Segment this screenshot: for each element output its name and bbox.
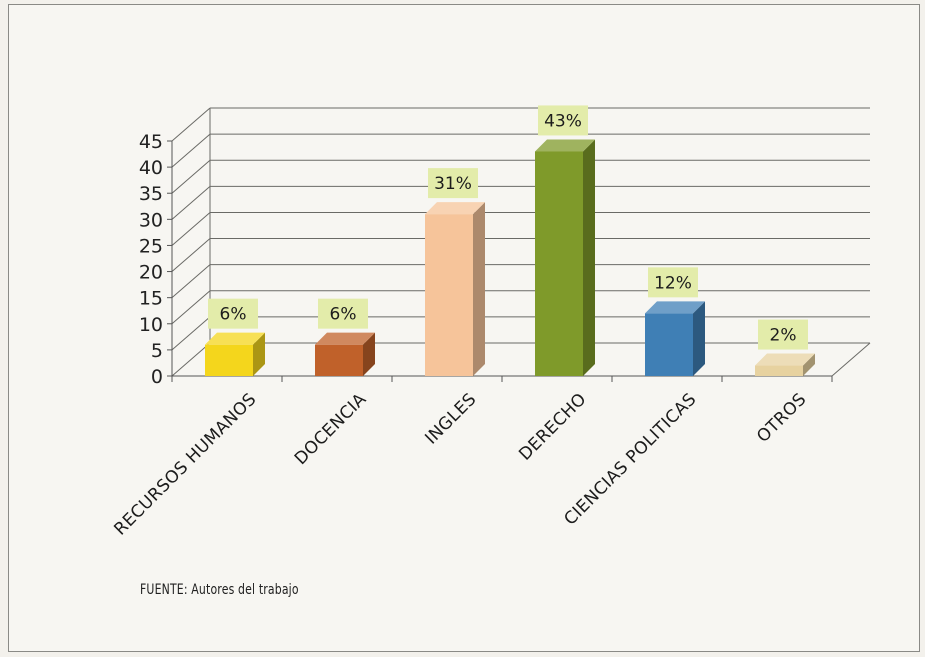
- floor-edge: [831, 342, 871, 377]
- y-tick-label: 35: [139, 183, 163, 205]
- y-tick-label: 5: [151, 340, 163, 362]
- data-label-text: 31%: [434, 174, 472, 194]
- bar-front: [315, 344, 363, 376]
- bar: [645, 301, 705, 376]
- data-label-text: 6%: [220, 305, 247, 325]
- bar-top: [645, 301, 705, 314]
- bar-top: [755, 353, 815, 366]
- gridline-side: [171, 342, 211, 377]
- bar-side: [583, 139, 595, 376]
- gridline-side: [171, 238, 211, 272]
- data-label-box: [428, 168, 478, 199]
- source-note: FUENTE: Autores del trabajo: [140, 582, 299, 598]
- bar-side: [363, 332, 375, 376]
- x-category-label: OTROS: [753, 389, 810, 446]
- bar-front: [755, 365, 803, 376]
- x-category-label: INGLES: [421, 389, 480, 448]
- gridline-side: [171, 316, 211, 351]
- bar-front: [535, 151, 583, 376]
- y-tick-label: 25: [139, 235, 163, 257]
- data-label-box: [758, 319, 808, 350]
- data-label: 2%: [758, 319, 808, 350]
- y-tick-label: 30: [139, 209, 163, 231]
- y-tick-label: 20: [139, 262, 163, 284]
- bar-top: [535, 139, 595, 152]
- y-tick-label: 10: [139, 314, 163, 336]
- y-tick-label: 0: [151, 366, 163, 388]
- bar-side: [253, 332, 265, 376]
- gridline-side: [171, 264, 211, 299]
- bars: [205, 139, 815, 376]
- y-tick-labels: 0 5 10 15 20 25 30 35 40 45: [139, 131, 172, 388]
- bar-front: [425, 214, 473, 376]
- y-tick-label: 40: [139, 157, 163, 179]
- bar-top: [425, 202, 485, 215]
- bar-front: [205, 344, 253, 376]
- data-label-box: [648, 267, 698, 298]
- bar-side: [473, 202, 485, 376]
- data-label: 6%: [318, 298, 368, 329]
- bar-top: [205, 332, 265, 345]
- gridline-side: [171, 290, 211, 325]
- bar: [535, 139, 595, 376]
- bar: [205, 332, 265, 376]
- x-category-labels: RECURSOS HUMANOS DOCENCIA INGLES DERECHOCIE…: [110, 389, 810, 539]
- y-tick-label: 45: [139, 131, 163, 153]
- bar: [755, 353, 815, 376]
- bar-top: [315, 332, 375, 345]
- bar-side: [803, 353, 815, 376]
- data-label: 6%: [208, 298, 258, 329]
- gridline-side: [171, 133, 211, 168]
- bar: [425, 202, 485, 376]
- gridline-side: [171, 159, 211, 194]
- gridline-side: [171, 107, 211, 142]
- x-category-label: DOCENCIA: [291, 389, 371, 469]
- data-label-box: [538, 105, 588, 136]
- data-label-text: 12%: [654, 273, 692, 293]
- bar: [315, 332, 375, 376]
- x-category-label: DERECHO: [515, 389, 590, 464]
- data-label-box: [208, 298, 258, 329]
- gridline-side: [171, 185, 211, 220]
- y-tick-label: 15: [139, 288, 163, 310]
- data-label: 43%: [538, 105, 588, 136]
- x-category-label: RECURSOS HUMANOS: [110, 389, 260, 539]
- data-label-box: [318, 298, 368, 329]
- data-label-text: 6%: [330, 305, 357, 325]
- data-labels: 6% 6% 31% 43% 12% 2%: [208, 105, 808, 350]
- data-label: 12%: [648, 267, 698, 298]
- bar-side: [693, 301, 705, 376]
- data-label-text: 43%: [544, 111, 582, 131]
- gridline-side: [171, 212, 211, 246]
- data-label: 31%: [428, 168, 478, 199]
- bar-front: [645, 313, 693, 376]
- data-label-text: 2%: [770, 326, 797, 346]
